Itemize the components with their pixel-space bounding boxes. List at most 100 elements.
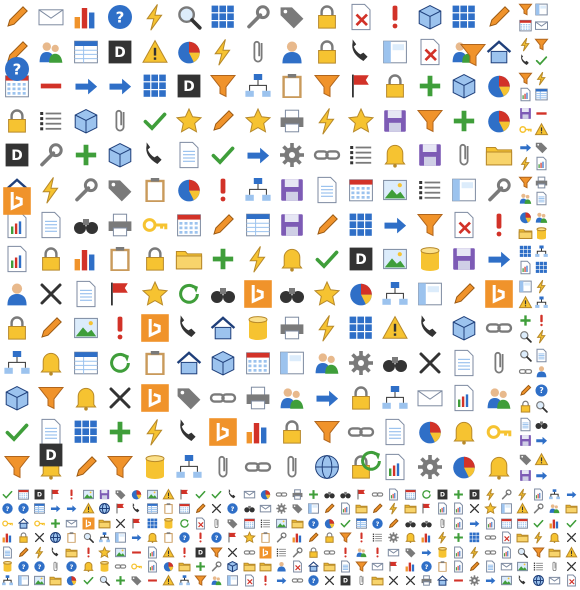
table-icon [243, 210, 273, 240]
save-icon [518, 106, 533, 121]
folder-icon [98, 517, 111, 530]
wrench-icon [71, 175, 101, 205]
gear-icon [387, 531, 400, 544]
list-icon [371, 531, 384, 544]
help-icon: ? [226, 502, 239, 515]
database-icon [415, 244, 445, 274]
link-icon [484, 531, 497, 544]
cube-icon [105, 140, 135, 170]
gear-icon [415, 452, 445, 482]
bar-chart-icon [291, 531, 304, 544]
hierarchy-icon [174, 452, 204, 482]
binoculars-icon [208, 279, 238, 309]
exclamation-icon [534, 313, 549, 328]
home-icon [174, 348, 204, 378]
x-icon [323, 574, 336, 587]
lock-icon [277, 417, 307, 447]
link-icon [312, 140, 342, 170]
refresh-icon [178, 517, 191, 530]
plus-icon [49, 517, 62, 530]
funnel-icon [312, 71, 342, 101]
chart-icon [452, 560, 465, 573]
lightning-icon [243, 244, 273, 274]
arrow-icon [105, 71, 135, 101]
lightning-icon [387, 502, 400, 515]
help-icon: ? [33, 560, 46, 573]
pencil-icon [71, 452, 101, 482]
help-icon: ? [17, 502, 30, 515]
plus-icon [452, 531, 465, 544]
document-icon [339, 560, 352, 573]
image-icon [114, 546, 127, 559]
gear-icon [468, 574, 481, 587]
magnifier-icon [82, 531, 95, 544]
bing-icon [243, 279, 273, 309]
bell-icon [82, 560, 95, 573]
svg-text:?: ? [6, 505, 10, 513]
x-icon [404, 574, 417, 587]
lightning-icon [208, 37, 238, 67]
minus-icon [130, 546, 143, 559]
link-icon [518, 364, 533, 379]
phone-icon [49, 546, 62, 559]
warning-icon [565, 546, 578, 559]
bell-icon [380, 140, 410, 170]
funnel-icon [534, 37, 549, 52]
warning-icon [534, 122, 549, 137]
envelope-icon [387, 546, 400, 559]
lightning-icon [484, 488, 497, 501]
funnel-icon [105, 452, 135, 482]
grid-icon [71, 417, 101, 447]
hierarchy-icon [243, 71, 273, 101]
document-icon [71, 279, 101, 309]
cube-icon [226, 560, 239, 573]
arrow-icon [565, 488, 578, 501]
list-icon [415, 175, 445, 205]
phone-icon [174, 313, 204, 343]
lightning-icon [140, 2, 170, 32]
pencil-icon [36, 313, 66, 343]
warning-icon [534, 452, 549, 467]
link-icon [114, 560, 127, 573]
phone-icon [174, 417, 204, 447]
database-icon [98, 560, 111, 573]
tag-icon [291, 502, 304, 515]
save-icon [277, 175, 307, 205]
save-icon [518, 433, 533, 448]
help-icon: ? [371, 517, 384, 530]
users-icon [277, 383, 307, 413]
database-icon [162, 517, 175, 530]
user-icon [534, 364, 549, 379]
lightning-icon [534, 329, 549, 344]
funnel-icon [210, 546, 223, 559]
save-icon [277, 210, 307, 240]
cube-icon [415, 2, 445, 32]
bar-chart-icon [548, 517, 561, 530]
list-icon [346, 140, 376, 170]
pencil-icon [312, 210, 342, 240]
binoculars-icon [380, 348, 410, 378]
bar-chart-icon [71, 2, 101, 32]
paperclip-icon [449, 140, 479, 170]
hierarchy-icon [178, 574, 191, 587]
svg-text:D: D [440, 492, 445, 499]
bell-icon [277, 244, 307, 274]
lock-icon [17, 531, 30, 544]
link-icon [323, 546, 336, 559]
funnel-icon [518, 2, 533, 17]
magnifier-icon [518, 348, 533, 363]
magnifier-icon [516, 546, 529, 559]
users-icon [534, 210, 549, 225]
exclamation-icon [371, 546, 384, 559]
user-icon [2, 279, 32, 309]
document-icon [449, 348, 479, 378]
phone-icon [130, 502, 143, 515]
globe-icon [312, 452, 342, 482]
minus-icon [36, 71, 66, 101]
key-icon [33, 517, 46, 530]
tag-icon [404, 546, 417, 559]
lock-icon [2, 106, 32, 136]
pie-chart-icon [259, 488, 272, 501]
lock-icon [140, 244, 170, 274]
wrench-icon [210, 560, 223, 573]
